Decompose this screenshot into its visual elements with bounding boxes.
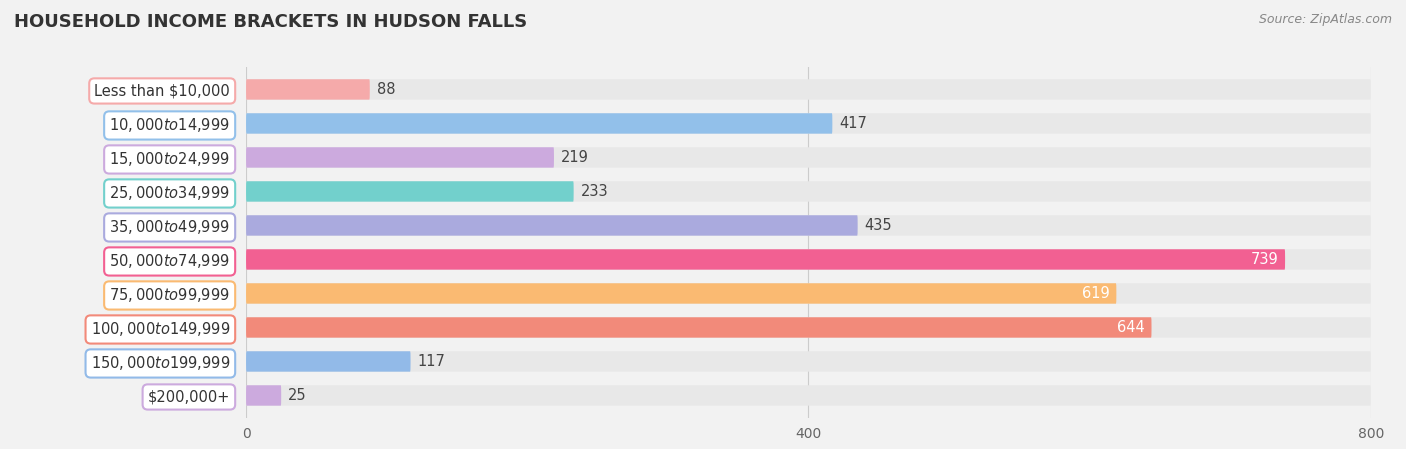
FancyBboxPatch shape (246, 283, 1371, 304)
FancyBboxPatch shape (246, 351, 411, 372)
Text: 117: 117 (418, 354, 446, 369)
FancyBboxPatch shape (246, 351, 1371, 372)
Text: 233: 233 (581, 184, 609, 199)
FancyBboxPatch shape (246, 317, 1371, 338)
FancyBboxPatch shape (246, 147, 1371, 167)
FancyBboxPatch shape (246, 249, 1285, 270)
FancyBboxPatch shape (246, 283, 1116, 304)
FancyBboxPatch shape (246, 181, 1371, 202)
FancyBboxPatch shape (246, 181, 574, 202)
Text: 435: 435 (865, 218, 893, 233)
FancyBboxPatch shape (246, 317, 1152, 338)
Text: 619: 619 (1081, 286, 1109, 301)
FancyBboxPatch shape (246, 385, 1371, 405)
FancyBboxPatch shape (246, 385, 281, 405)
Text: 644: 644 (1116, 320, 1144, 335)
FancyBboxPatch shape (246, 113, 1371, 134)
FancyBboxPatch shape (246, 215, 858, 236)
Text: Source: ZipAtlas.com: Source: ZipAtlas.com (1258, 13, 1392, 26)
Text: 739: 739 (1250, 252, 1278, 267)
FancyBboxPatch shape (246, 79, 1371, 100)
FancyBboxPatch shape (246, 147, 554, 167)
FancyBboxPatch shape (246, 249, 1371, 270)
FancyBboxPatch shape (246, 113, 832, 134)
FancyBboxPatch shape (246, 79, 370, 100)
Text: 88: 88 (377, 82, 395, 97)
FancyBboxPatch shape (246, 215, 1371, 236)
Text: 417: 417 (839, 116, 868, 131)
Text: 219: 219 (561, 150, 589, 165)
Text: HOUSEHOLD INCOME BRACKETS IN HUDSON FALLS: HOUSEHOLD INCOME BRACKETS IN HUDSON FALL… (14, 13, 527, 31)
Text: 25: 25 (288, 388, 307, 403)
